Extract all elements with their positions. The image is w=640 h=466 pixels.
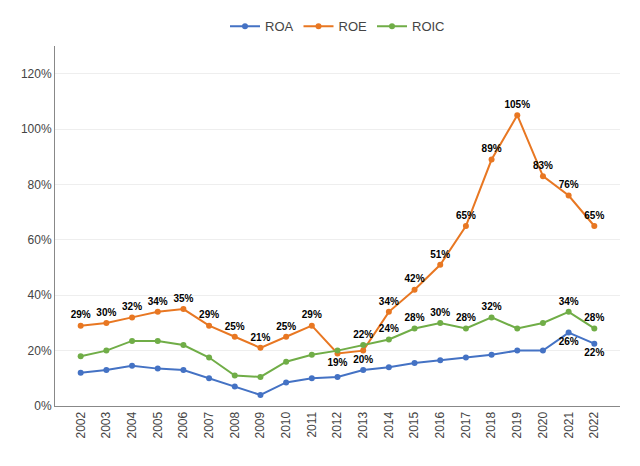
svg-text:2011: 2011 xyxy=(305,411,319,437)
svg-text:2021: 2021 xyxy=(562,411,576,438)
svg-text:25%: 25% xyxy=(276,321,296,332)
svg-text:2007: 2007 xyxy=(202,411,216,438)
svg-text:28%: 28% xyxy=(584,312,604,323)
svg-text:120%: 120% xyxy=(21,67,52,81)
svg-text:2004: 2004 xyxy=(125,411,139,438)
svg-text:35%: 35% xyxy=(173,293,193,304)
svg-text:2016: 2016 xyxy=(433,411,447,438)
svg-text:105%: 105% xyxy=(504,99,530,110)
svg-text:22%: 22% xyxy=(353,329,373,340)
svg-text:2005: 2005 xyxy=(151,411,165,438)
svg-text:2006: 2006 xyxy=(176,411,190,438)
svg-text:25%: 25% xyxy=(225,321,245,332)
svg-text:32%: 32% xyxy=(122,301,142,312)
svg-text:30%: 30% xyxy=(96,307,116,318)
svg-text:29%: 29% xyxy=(302,309,322,320)
svg-text:2003: 2003 xyxy=(99,411,113,438)
svg-text:2022: 2022 xyxy=(587,411,601,438)
svg-text:2002: 2002 xyxy=(74,411,88,438)
svg-text:2013: 2013 xyxy=(356,411,370,438)
svg-text:100%: 100% xyxy=(21,122,52,136)
svg-text:21%: 21% xyxy=(250,332,270,343)
svg-text:89%: 89% xyxy=(482,143,502,154)
svg-text:2010: 2010 xyxy=(279,411,293,438)
svg-text:19%: 19% xyxy=(327,357,347,368)
svg-text:20%: 20% xyxy=(353,354,373,365)
svg-text:ROE: ROE xyxy=(339,19,368,34)
svg-text:24%: 24% xyxy=(379,323,399,334)
svg-text:60%: 60% xyxy=(28,233,52,247)
svg-text:34%: 34% xyxy=(148,296,168,307)
svg-text:51%: 51% xyxy=(430,249,450,260)
svg-text:2015: 2015 xyxy=(407,411,421,438)
svg-text:29%: 29% xyxy=(71,309,91,320)
svg-text:2009: 2009 xyxy=(253,411,267,438)
svg-text:2018: 2018 xyxy=(484,411,498,438)
svg-text:29%: 29% xyxy=(199,309,219,320)
svg-text:20%: 20% xyxy=(28,344,52,358)
svg-text:ROIC: ROIC xyxy=(412,19,445,34)
svg-text:76%: 76% xyxy=(559,179,579,190)
svg-text:0%: 0% xyxy=(34,399,52,413)
svg-text:22%: 22% xyxy=(584,347,604,358)
svg-text:2012: 2012 xyxy=(330,411,344,438)
svg-text:2017: 2017 xyxy=(459,411,473,438)
svg-text:2014: 2014 xyxy=(382,411,396,438)
svg-text:83%: 83% xyxy=(533,160,553,171)
svg-text:2019: 2019 xyxy=(510,411,524,438)
svg-text:28%: 28% xyxy=(405,312,425,323)
svg-text:2008: 2008 xyxy=(228,411,242,438)
svg-text:32%: 32% xyxy=(482,301,502,312)
svg-text:2020: 2020 xyxy=(536,411,550,438)
svg-text:34%: 34% xyxy=(379,296,399,307)
svg-text:65%: 65% xyxy=(456,210,476,221)
svg-text:30%: 30% xyxy=(430,307,450,318)
svg-text:34%: 34% xyxy=(559,296,579,307)
svg-text:ROA: ROA xyxy=(265,19,294,34)
svg-text:40%: 40% xyxy=(28,288,52,302)
svg-text:26%: 26% xyxy=(559,336,579,347)
svg-text:65%: 65% xyxy=(584,210,604,221)
svg-text:42%: 42% xyxy=(405,273,425,284)
svg-text:28%: 28% xyxy=(456,312,476,323)
svg-text:80%: 80% xyxy=(28,178,52,192)
